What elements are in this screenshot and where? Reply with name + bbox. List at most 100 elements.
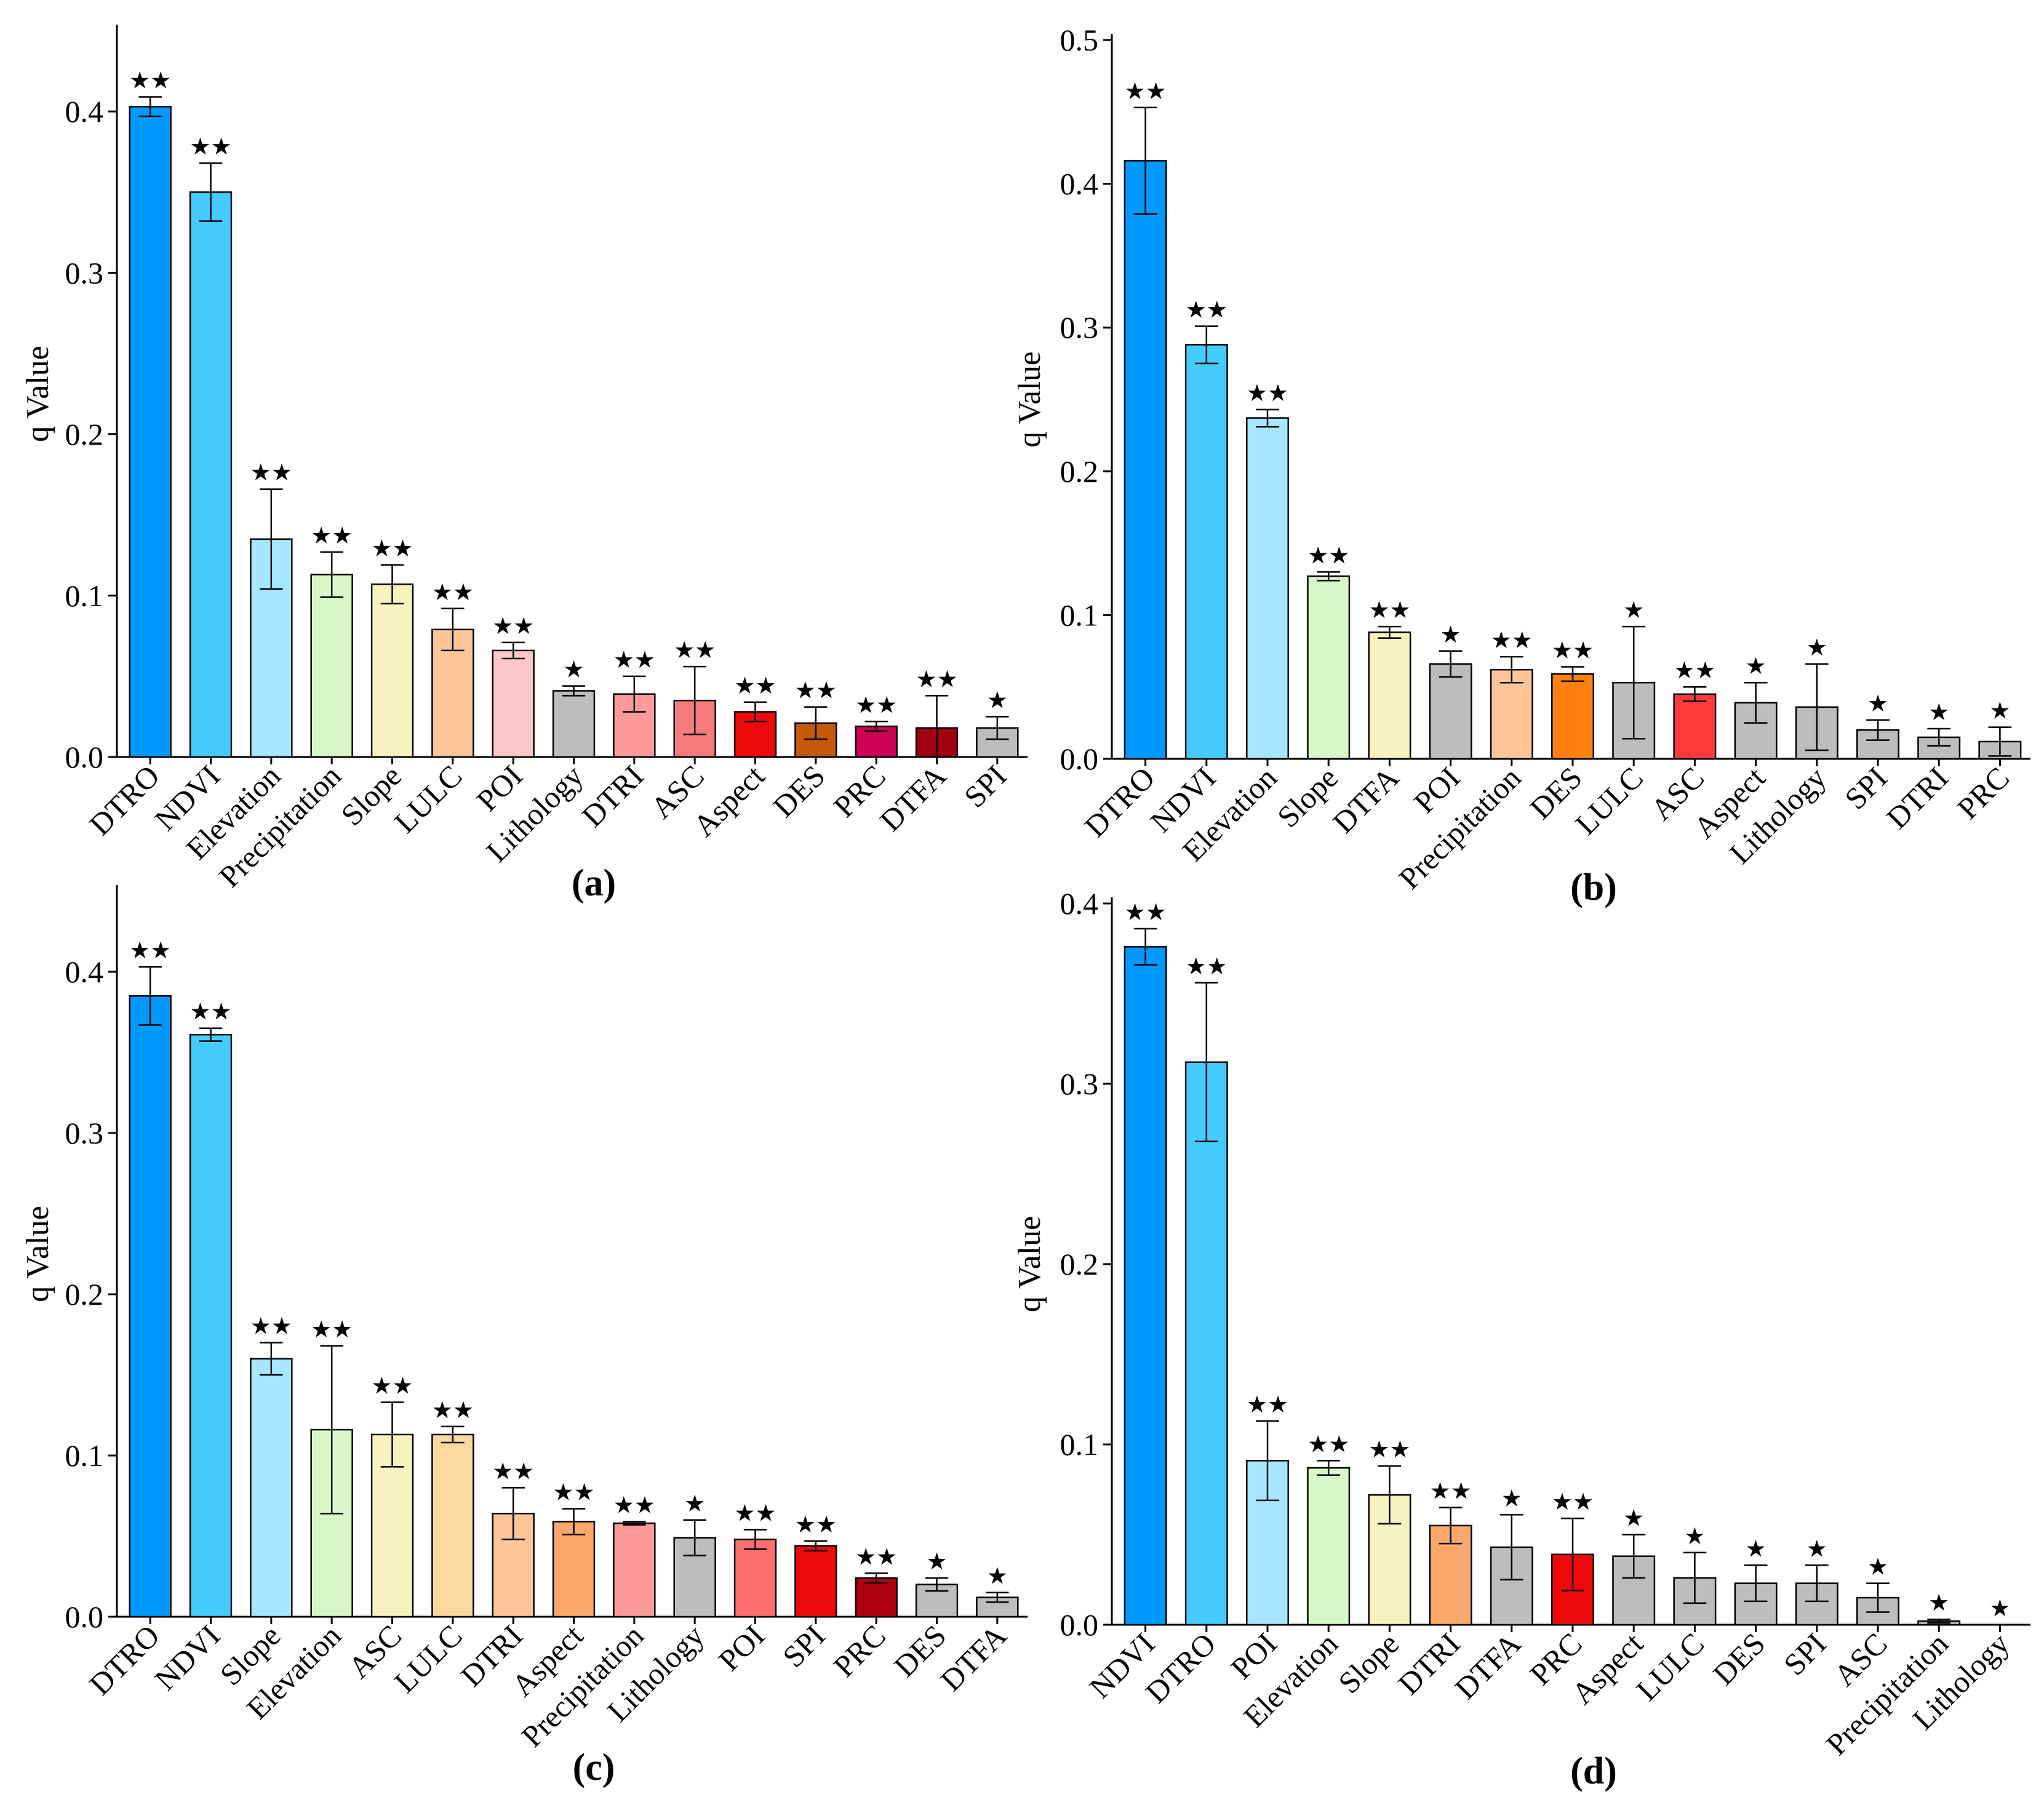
significance-stars: ★★ bbox=[371, 535, 413, 562]
y-tick-label: 0.1 bbox=[65, 579, 104, 613]
y-tick-label: 0.3 bbox=[65, 1116, 104, 1150]
significance-stars: ★★ bbox=[1674, 657, 1715, 684]
y-tick-label: 0.4 bbox=[1060, 886, 1099, 921]
significance-stars: ★★ bbox=[129, 67, 171, 94]
y-tick-label: 0.3 bbox=[1060, 1067, 1099, 1101]
y-tick-label: 0.2 bbox=[1060, 454, 1099, 489]
significance-stars: ★ bbox=[987, 686, 1008, 713]
significance-stars: ★ bbox=[1623, 596, 1644, 623]
significance-stars: ★★ bbox=[1247, 1391, 1288, 1418]
bar-prc bbox=[856, 1578, 897, 1617]
y-tick-label: 0.0 bbox=[1060, 742, 1099, 776]
x-tick-label: LULC bbox=[1629, 1626, 1711, 1707]
x-tick-label: Slope bbox=[1331, 1626, 1405, 1700]
x-tick-label: PRC bbox=[827, 1618, 892, 1683]
bar-des bbox=[1552, 674, 1593, 759]
y-tick-label: 0.0 bbox=[1060, 1608, 1099, 1642]
y-tick-label: 0.1 bbox=[65, 1438, 104, 1473]
x-tick-label: DES bbox=[1706, 1626, 1771, 1691]
significance-stars: ★★ bbox=[492, 1457, 534, 1484]
bar-poi bbox=[735, 1539, 776, 1617]
bar-ndvi bbox=[1186, 345, 1227, 759]
significance-stars: ★ bbox=[1684, 1523, 1705, 1550]
bar-aspect bbox=[553, 1521, 594, 1617]
significance-stars: ★★ bbox=[1125, 899, 1167, 926]
x-tick-label: DTFA bbox=[873, 758, 952, 838]
significance-stars: ★★ bbox=[250, 459, 292, 486]
y-tick-label: 0.4 bbox=[65, 94, 104, 129]
y-axis-title: q Value bbox=[20, 1206, 55, 1302]
x-tick-label: POI bbox=[712, 1618, 772, 1678]
y-tick-label: 0.2 bbox=[1060, 1247, 1099, 1281]
panel-label: (b) bbox=[1570, 867, 1617, 908]
significance-stars: ★★ bbox=[855, 691, 897, 718]
significance-stars: ★★ bbox=[1307, 542, 1349, 569]
bar-slope bbox=[1307, 576, 1349, 759]
bar-ndvi bbox=[190, 192, 231, 757]
significance-stars: ★ bbox=[1806, 634, 1827, 661]
y-tick-label: 0.1 bbox=[1060, 1427, 1099, 1462]
significance-stars: ★★ bbox=[1368, 596, 1410, 623]
x-tick-label: DTRI bbox=[575, 758, 650, 833]
bar-precipitation bbox=[311, 575, 353, 757]
bar-dtro bbox=[130, 996, 171, 1617]
x-tick-label: LULC bbox=[388, 758, 469, 839]
x-tick-label: NDVI bbox=[148, 1618, 226, 1697]
bar-ndvi bbox=[1125, 947, 1166, 1625]
significance-stars: ★ bbox=[1746, 652, 1767, 679]
bar-asc bbox=[1674, 694, 1715, 759]
significance-stars: ★★ bbox=[795, 677, 837, 704]
chart-panel: 0.00.10.20.30.4q Value★★DTRO★★NDVI★★Elev… bbox=[20, 25, 1028, 904]
significance-stars: ★ bbox=[1989, 1595, 2010, 1622]
significance-stars: ★★ bbox=[1186, 953, 1228, 980]
significance-stars: ★ bbox=[1867, 690, 1888, 717]
significance-stars: ★★ bbox=[432, 579, 474, 606]
x-tick-label: LULC bbox=[1568, 760, 1650, 841]
chart-panel: 0.00.10.20.30.4q Value★★NDVI★★DTRO★★POI★… bbox=[1012, 886, 2030, 1792]
significance-stars: ★★ bbox=[1186, 296, 1228, 323]
significance-stars: ★★ bbox=[190, 133, 231, 160]
x-tick-label: DTFA bbox=[933, 1618, 1013, 1697]
significance-stars: ★★ bbox=[1430, 1478, 1472, 1505]
x-tick-label: DTRO bbox=[1139, 1626, 1223, 1710]
y-tick-label: 0.2 bbox=[65, 417, 104, 452]
significance-stars: ★ bbox=[1623, 1505, 1644, 1532]
significance-stars: ★★ bbox=[734, 672, 776, 699]
y-tick-label: 0.0 bbox=[65, 1600, 104, 1634]
significance-stars: ★★ bbox=[190, 998, 231, 1025]
significance-stars: ★★ bbox=[916, 665, 957, 692]
y-tick-label: 0.5 bbox=[1060, 23, 1099, 57]
significance-stars: ★★ bbox=[311, 522, 353, 549]
significance-stars: ★ bbox=[1501, 1484, 1522, 1512]
bar-dtro bbox=[1125, 161, 1166, 759]
bar-elevation bbox=[1307, 1468, 1349, 1625]
significance-stars: ★★ bbox=[1368, 1436, 1410, 1463]
x-tick-label: DES bbox=[766, 758, 831, 823]
panel-label: (d) bbox=[1570, 1750, 1617, 1792]
x-tick-label: DTFA bbox=[1448, 1626, 1527, 1705]
bar-precipitation bbox=[613, 1523, 655, 1617]
significance-stars: ★ bbox=[1806, 1535, 1827, 1562]
y-tick-label: 0.1 bbox=[1060, 598, 1099, 632]
x-tick-label: SPI bbox=[1777, 1626, 1833, 1682]
y-tick-label: 0.4 bbox=[65, 955, 104, 989]
significance-stars: ★ bbox=[1928, 1589, 1949, 1616]
significance-stars: ★ bbox=[563, 656, 584, 683]
significance-stars: ★★ bbox=[371, 1372, 413, 1400]
significance-stars: ★★ bbox=[432, 1396, 474, 1424]
x-tick-label: DTRI bbox=[1391, 1626, 1466, 1701]
x-tick-label: Aspect bbox=[1565, 1626, 1650, 1711]
y-tick-label: 0.4 bbox=[1060, 167, 1099, 201]
y-axis-title: q Value bbox=[1012, 351, 1047, 447]
panel-label: (c) bbox=[573, 1747, 615, 1788]
significance-stars: ★★ bbox=[674, 636, 716, 663]
significance-stars: ★★ bbox=[1552, 636, 1594, 663]
bar-slope bbox=[372, 584, 413, 757]
bar-poi bbox=[1430, 664, 1471, 759]
significance-stars: ★★ bbox=[613, 646, 655, 673]
bar-ndvi bbox=[190, 1035, 231, 1617]
significance-stars: ★ bbox=[926, 1548, 947, 1575]
x-tick-label: DTRI bbox=[1880, 760, 1955, 835]
significance-stars: ★ bbox=[1746, 1535, 1767, 1562]
x-tick-label: SPI bbox=[957, 758, 1013, 814]
